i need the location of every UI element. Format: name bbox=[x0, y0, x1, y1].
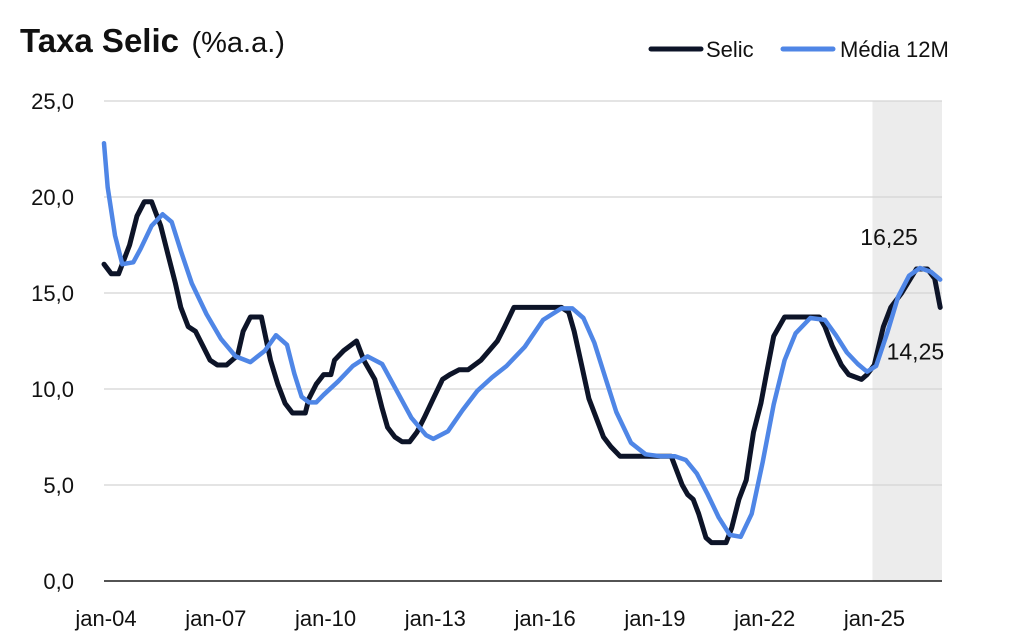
data-label-1: 14,25 bbox=[887, 338, 945, 364]
y-tick-label: 15,0 bbox=[31, 281, 74, 306]
series-group bbox=[101, 140, 943, 546]
y-tick-label: 25,0 bbox=[31, 89, 74, 114]
legend-label-media-12m: Média 12M bbox=[840, 37, 949, 62]
x-tick-label: jan-25 bbox=[843, 606, 905, 631]
data-label-0: 16,25 bbox=[860, 224, 918, 250]
x-tick-label: jan-13 bbox=[404, 606, 466, 631]
x-tick-label: jan-22 bbox=[733, 606, 795, 631]
x-tick-label: jan-19 bbox=[623, 606, 685, 631]
y-axis-ticks: 0,0 5,0 10,0 15,0 20,0 25,0 bbox=[31, 89, 74, 594]
series-line-media-12m bbox=[101, 140, 943, 540]
x-tick-label: jan-07 bbox=[184, 606, 246, 631]
x-axis-ticks: jan-04 jan-07 jan-10 jan-13 jan-16 jan-19 jan-… bbox=[74, 606, 905, 631]
gridlines bbox=[104, 100, 942, 486]
x-tick-label: jan-10 bbox=[294, 606, 356, 631]
y-tick-label: 10,0 bbox=[31, 377, 74, 402]
y-tick-label: 0,0 bbox=[43, 569, 74, 594]
legend-label-selic: Selic bbox=[706, 37, 754, 62]
legend: Selic Média 12M bbox=[648, 37, 949, 62]
chart-title-group: Taxa Selic (%a.a.) bbox=[20, 22, 285, 59]
x-tick-label: jan-04 bbox=[74, 606, 136, 631]
y-tick-label: 5,0 bbox=[43, 473, 74, 498]
x-tick-label: jan-16 bbox=[514, 606, 576, 631]
annotations: 16,25 14,25 bbox=[860, 224, 944, 364]
y-tick-label: 20,0 bbox=[31, 185, 74, 210]
series-line-selic bbox=[101, 199, 943, 546]
chart-title: Taxa Selic bbox=[20, 22, 179, 59]
chart-subtitle: (%a.a.) bbox=[191, 27, 284, 59]
